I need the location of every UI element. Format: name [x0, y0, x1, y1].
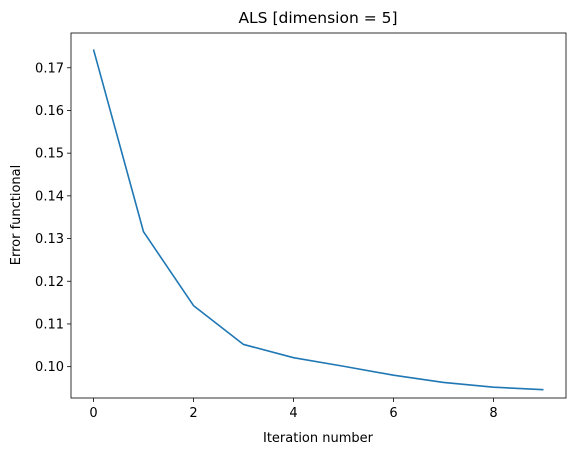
plot-area — [92, 49, 544, 391]
axes-frame — [70, 32, 567, 399]
axes: 0 2 4 6 8 0.10 0.11 0.12 0.13 0.14 0.15 0.16 0.17 — [35, 32, 567, 421]
y-tick-label: 0.16 — [35, 104, 64, 119]
x-tick-label: 6 — [389, 406, 397, 421]
y-tick-label: 0.14 — [35, 189, 64, 204]
y-tick-label: 0.15 — [35, 147, 64, 162]
y-tick-label: 0.17 — [35, 61, 64, 76]
x-axis-label: Iteration number — [263, 431, 374, 446]
y-axis-label: Error functional — [9, 165, 24, 266]
series-line-1 — [92, 49, 544, 391]
y-tick-label: 0.11 — [35, 317, 64, 332]
y-tick-label: 0.12 — [35, 275, 64, 290]
x-tick-label: 0 — [89, 406, 97, 421]
y-tick-label: 0.10 — [35, 360, 64, 375]
x-tick-label: 8 — [489, 406, 497, 421]
y-tick-label: 0.13 — [35, 232, 64, 247]
chart-title: ALS [dimension = 5] — [238, 9, 397, 27]
x-tick-label: 2 — [189, 406, 197, 421]
x-tick-label: 4 — [289, 406, 297, 421]
